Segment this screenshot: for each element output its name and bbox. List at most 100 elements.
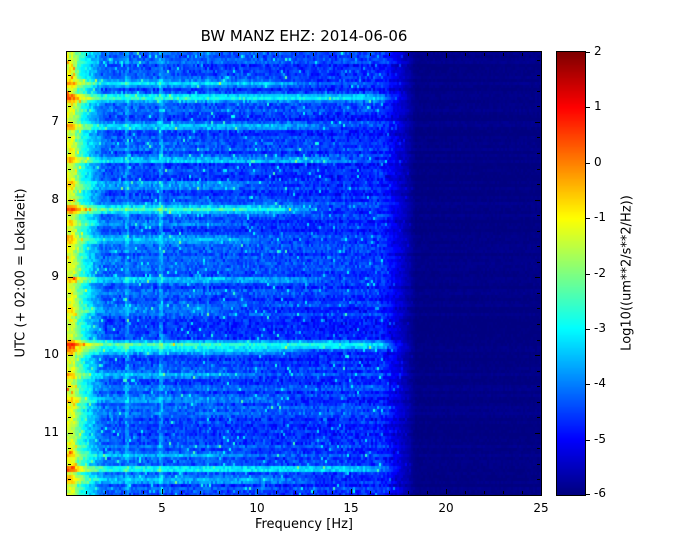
y-major-tick (68, 200, 73, 201)
x-minor-tick (200, 53, 201, 56)
x-minor-tick (124, 491, 125, 494)
x-minor-tick (276, 53, 277, 56)
x-minor-tick (503, 53, 504, 56)
y-minor-tick (537, 479, 540, 480)
x-minor-tick (389, 491, 390, 494)
x-axis-label: Frequency [Hz] (254, 517, 354, 532)
x-minor-tick (105, 491, 106, 494)
y-minor-tick (68, 184, 71, 185)
chart-title: BW MANZ EHZ: 2014-06-06 (200, 27, 408, 45)
colorbar-tick-label: -2 (594, 266, 606, 280)
x-minor-tick (465, 491, 466, 494)
colorbar-tick-label: -5 (594, 432, 606, 446)
y-minor-tick (537, 324, 540, 325)
y-minor-tick (68, 169, 71, 170)
x-minor-tick (200, 491, 201, 494)
x-minor-tick (313, 53, 314, 56)
colorbar-tick (586, 52, 590, 53)
y-major-tick (68, 277, 73, 278)
y-minor-tick (537, 246, 540, 247)
y-minor-tick (537, 169, 540, 170)
x-minor-tick (503, 491, 504, 494)
colorbar-axis-label: Log10((um**2/s**2/Hz)) (619, 195, 635, 351)
y-axis-label: UTC (+ 02:00 = Lokalzeit) (13, 188, 29, 358)
colorbar-tick (586, 218, 590, 219)
x-minor-tick (181, 53, 182, 56)
y-major-tick (535, 433, 540, 434)
y-minor-tick (537, 75, 540, 76)
y-minor-tick (537, 91, 540, 92)
colorbar-gradient (557, 52, 585, 495)
x-minor-tick (370, 53, 371, 56)
x-minor-tick (465, 53, 466, 56)
colorbar-tick (586, 163, 590, 164)
x-major-tick (257, 53, 258, 58)
x-minor-tick (143, 491, 144, 494)
y-minor-tick (68, 448, 71, 449)
colorbar-tick-label: -1 (594, 210, 606, 224)
colorbar-tick-label: 0 (594, 155, 602, 169)
x-minor-tick (389, 53, 390, 56)
y-minor-tick (68, 262, 71, 263)
x-minor-tick (427, 53, 428, 56)
y-minor-tick (537, 402, 540, 403)
y-minor-tick (537, 293, 540, 294)
x-minor-tick (238, 53, 239, 56)
colorbar-tick (586, 440, 590, 441)
y-minor-tick (68, 308, 71, 309)
x-major-tick (162, 489, 163, 494)
x-minor-tick (219, 491, 220, 494)
y-major-tick (535, 122, 540, 123)
y-minor-tick (537, 308, 540, 309)
y-minor-tick (68, 464, 71, 465)
y-minor-tick (68, 91, 71, 92)
y-minor-tick (68, 246, 71, 247)
colorbar-tick (586, 384, 590, 385)
y-minor-tick (68, 417, 71, 418)
y-major-tick (68, 355, 73, 356)
colorbar-tick-label: -6 (594, 486, 606, 500)
x-tick-label: 25 (533, 501, 549, 515)
y-minor-tick (68, 386, 71, 387)
x-minor-tick (181, 491, 182, 494)
x-major-tick (351, 489, 352, 494)
x-minor-tick (522, 53, 523, 56)
y-minor-tick (537, 417, 540, 418)
y-minor-tick (537, 464, 540, 465)
x-minor-tick (484, 53, 485, 56)
y-minor-tick (68, 60, 71, 61)
x-major-tick (446, 53, 447, 58)
x-minor-tick (313, 491, 314, 494)
colorbar-tick-label: 1 (594, 99, 602, 113)
y-minor-tick (537, 340, 540, 341)
x-minor-tick (332, 491, 333, 494)
y-minor-tick (68, 479, 71, 480)
x-major-tick (351, 53, 352, 58)
y-minor-tick (68, 340, 71, 341)
colorbar-tick-label: 2 (594, 44, 602, 58)
colorbar-tick (586, 494, 590, 495)
y-major-tick (535, 277, 540, 278)
x-major-tick (541, 489, 542, 494)
y-minor-tick (68, 324, 71, 325)
x-minor-tick (484, 491, 485, 494)
y-minor-tick (68, 293, 71, 294)
x-minor-tick (332, 53, 333, 56)
y-minor-tick (68, 215, 71, 216)
y-major-tick (535, 355, 540, 356)
colorbar-tick (586, 329, 590, 330)
y-tick-label: 7 (51, 114, 59, 128)
x-tick-label: 10 (249, 501, 265, 515)
y-minor-tick (68, 231, 71, 232)
y-minor-tick (68, 371, 71, 372)
x-minor-tick (124, 53, 125, 56)
colorbar-tick (586, 107, 590, 108)
y-minor-tick (537, 371, 540, 372)
x-tick-label: 20 (438, 501, 454, 515)
y-minor-tick (68, 75, 71, 76)
x-major-tick (541, 53, 542, 58)
x-minor-tick (238, 491, 239, 494)
y-minor-tick (537, 60, 540, 61)
x-minor-tick (522, 491, 523, 494)
x-major-tick (257, 489, 258, 494)
